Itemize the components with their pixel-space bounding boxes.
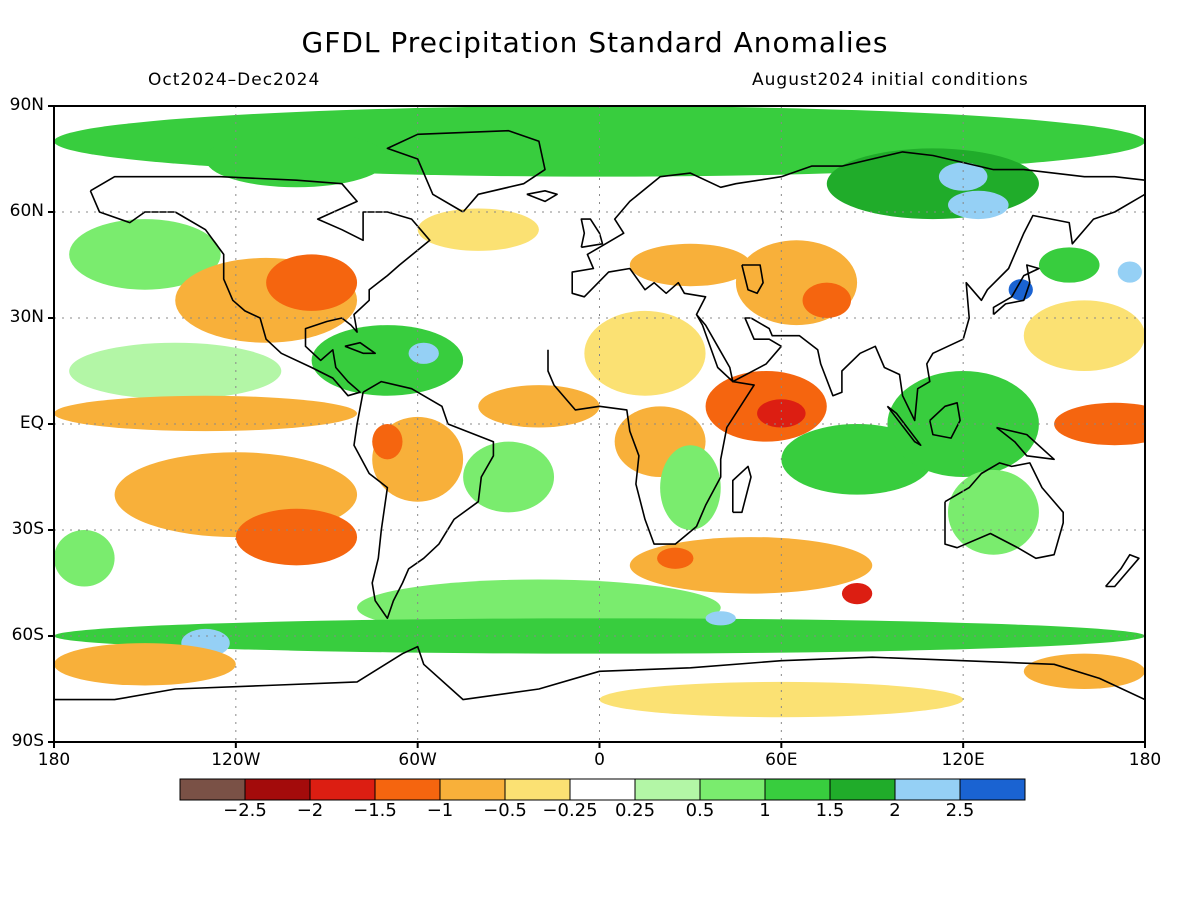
anomaly-region bbox=[266, 254, 358, 311]
coastline-iceland bbox=[526, 190, 558, 203]
forecast-period: Oct2024–Dec2024 bbox=[148, 70, 321, 90]
coastline-antarctica bbox=[54, 645, 1145, 701]
anomaly-region bbox=[584, 310, 706, 396]
colorbar-swatch bbox=[894, 778, 961, 801]
anomaly-region bbox=[705, 611, 736, 626]
anomaly-region bbox=[660, 445, 721, 530]
initial-conditions: August2024 initial conditions bbox=[752, 70, 1029, 90]
colorbar-swatch bbox=[764, 778, 831, 801]
anomaly-region bbox=[1038, 247, 1100, 283]
y-tick-label: EQ bbox=[19, 413, 44, 433]
x-tick-label: 180 bbox=[37, 750, 71, 770]
y-tick-label: 90S bbox=[11, 731, 44, 751]
anomaly-region bbox=[938, 162, 988, 191]
anomaly-region bbox=[757, 399, 806, 428]
y-tick-label: 30N bbox=[9, 307, 44, 327]
x-tick-label: 60E bbox=[765, 750, 798, 770]
anomaly-region bbox=[69, 342, 282, 400]
coastline-north-america bbox=[89, 175, 431, 397]
colorbar-label: −2 bbox=[296, 800, 324, 821]
coastline-australia bbox=[944, 462, 1064, 560]
x-tick-label: 0 bbox=[594, 750, 605, 770]
x-tick-label: 120E bbox=[941, 750, 985, 770]
anomaly-region bbox=[54, 395, 358, 432]
colorbar-label: 1.5 bbox=[815, 800, 845, 821]
colorbar-swatch bbox=[179, 778, 246, 801]
colorbar-label: −0.5 bbox=[483, 800, 527, 821]
anomaly-region bbox=[802, 282, 852, 319]
coastline-new-guinea bbox=[996, 426, 1055, 461]
colorbar-label: 0.25 bbox=[614, 800, 656, 821]
anomaly-region bbox=[1008, 279, 1033, 301]
x-tick-label: 60W bbox=[398, 750, 437, 770]
anomaly-region bbox=[408, 342, 439, 364]
anomaly-region bbox=[1117, 261, 1142, 283]
anomaly-region bbox=[463, 441, 555, 513]
coastline-madagascar bbox=[732, 465, 752, 514]
anomaly-region bbox=[205, 130, 388, 188]
anomaly-region bbox=[417, 208, 539, 251]
coastline-new-zealand bbox=[1104, 553, 1140, 588]
colorbar-swatch bbox=[569, 778, 636, 801]
y-tick-label: 60N bbox=[9, 201, 44, 221]
anomaly-region bbox=[478, 385, 600, 428]
anomaly-region bbox=[54, 530, 115, 587]
colorbar-label: 2 bbox=[889, 800, 901, 821]
colorbar-label: 0.5 bbox=[685, 800, 715, 821]
anomaly-region bbox=[887, 371, 1039, 477]
coastline-britain bbox=[580, 218, 604, 249]
axis-ticks bbox=[48, 105, 1146, 748]
anomaly-region bbox=[948, 190, 1009, 220]
colorbar-swatch bbox=[699, 778, 766, 801]
coastline-asia-south bbox=[695, 193, 1145, 422]
colorbar-swatch bbox=[374, 778, 441, 801]
colorbar-swatch bbox=[829, 778, 896, 801]
colorbar-label: −1 bbox=[426, 800, 454, 821]
y-tick-label: 30S bbox=[11, 519, 44, 539]
chart-title: GFDL Precipitation Standard Anomalies bbox=[301, 26, 889, 59]
y-tick-label: 90N bbox=[9, 95, 44, 115]
anomaly-region bbox=[657, 547, 694, 569]
colorbar-swatch bbox=[309, 778, 376, 801]
coastline-sumatra bbox=[886, 405, 922, 446]
coastline-caspian bbox=[741, 264, 764, 295]
colorbar-swatch bbox=[634, 778, 701, 801]
x-tick-label: 180 bbox=[1128, 750, 1162, 770]
colorbar-label: −0.25 bbox=[542, 800, 598, 821]
colorbar bbox=[179, 778, 1026, 801]
coastline-cuba bbox=[344, 341, 376, 355]
anomaly-region bbox=[1023, 300, 1145, 371]
y-tick-label: 60S bbox=[11, 625, 44, 645]
colorbar-label: 2.5 bbox=[945, 800, 975, 821]
coastline-greenland bbox=[386, 129, 546, 213]
colorbar-swatch bbox=[959, 778, 1026, 801]
anomaly-region bbox=[54, 643, 236, 686]
anomaly-region bbox=[841, 583, 873, 605]
anomaly-region bbox=[629, 243, 752, 287]
colorbar-swatch bbox=[244, 778, 311, 801]
coastline-south-america bbox=[353, 380, 495, 620]
colorbar-label: −1.5 bbox=[353, 800, 397, 821]
coastline-borneo bbox=[929, 402, 961, 439]
anomaly-region bbox=[372, 424, 403, 460]
anomaly-region bbox=[1054, 402, 1145, 446]
colorbar-label: −2.5 bbox=[223, 800, 267, 821]
anomaly-region bbox=[948, 469, 1039, 555]
coastline-africa-eurasia bbox=[547, 151, 1145, 545]
colorbar-swatch bbox=[439, 778, 506, 801]
x-tick-label: 120W bbox=[211, 750, 261, 770]
colorbar-label: 1 bbox=[759, 800, 771, 821]
colorbar-swatch bbox=[504, 778, 571, 801]
coastline-japan bbox=[992, 264, 1040, 316]
anomaly-region bbox=[69, 219, 221, 290]
anomaly-region bbox=[629, 537, 873, 594]
continent-outlines bbox=[54, 129, 1145, 701]
anomaly-region bbox=[311, 325, 464, 396]
anomaly-region bbox=[235, 508, 358, 566]
anomaly-region bbox=[1023, 653, 1145, 689]
gridlines bbox=[54, 106, 1145, 742]
